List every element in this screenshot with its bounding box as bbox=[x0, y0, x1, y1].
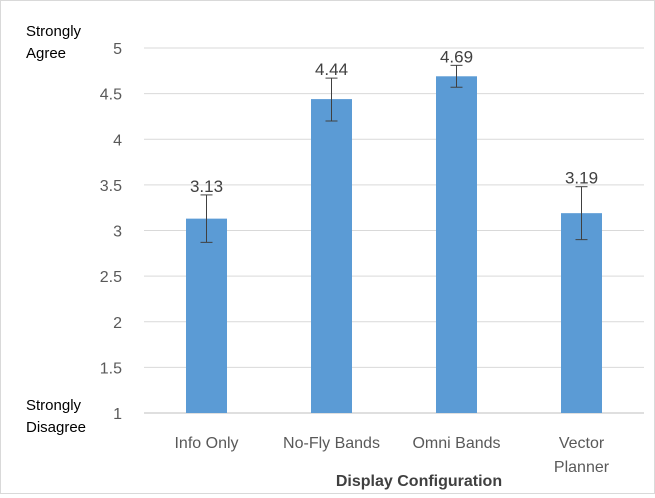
y-tick-label: 1 bbox=[113, 406, 122, 423]
anchor-top-line2: Agree bbox=[26, 45, 66, 62]
anchor-bottom-line1: Strongly bbox=[26, 397, 82, 414]
y-axis-ticks: 1 1.5 2 2.5 3 3.5 4 4.5 5 bbox=[100, 41, 122, 423]
y-tick-label: 4 bbox=[113, 132, 122, 149]
y-tick-label: 5 bbox=[113, 41, 122, 58]
x-axis-categories: Info Only No-Fly Bands Omni Bands Vector Pla… bbox=[174, 435, 609, 476]
y-axis-anchors: Strongly Agree Strongly Disagree bbox=[26, 23, 86, 436]
bar bbox=[186, 218, 227, 413]
bars bbox=[186, 76, 602, 413]
bar bbox=[311, 99, 352, 413]
data-label: 3.13 bbox=[190, 177, 223, 196]
y-tick-label: 3 bbox=[113, 224, 122, 241]
y-tick-label: 2 bbox=[113, 315, 122, 332]
data-label: 3.19 bbox=[565, 169, 598, 188]
y-tick-label: 3.5 bbox=[100, 178, 122, 195]
anchor-bottom-line2: Disagree bbox=[26, 419, 86, 436]
category-label: Info Only bbox=[174, 435, 238, 452]
gridlines bbox=[144, 47, 644, 414]
category-label: Planner bbox=[554, 459, 610, 476]
x-axis-title: Display Configuration bbox=[336, 473, 502, 490]
bar bbox=[436, 76, 477, 413]
category-label: No-Fly Bands bbox=[283, 435, 380, 452]
category-label: Vector bbox=[559, 435, 605, 452]
category-label: Omni Bands bbox=[412, 435, 500, 452]
y-tick-label: 2.5 bbox=[100, 269, 122, 286]
error-bars bbox=[200, 64, 588, 243]
bar bbox=[561, 213, 602, 413]
y-tick-label: 4.5 bbox=[100, 87, 122, 104]
anchor-top-line1: Strongly bbox=[26, 23, 82, 40]
data-label: 4.69 bbox=[440, 47, 473, 66]
y-tick-label: 1.5 bbox=[100, 360, 122, 377]
data-label: 4.44 bbox=[315, 60, 348, 79]
data-labels: 3.13 4.44 4.69 3.19 bbox=[190, 47, 598, 196]
